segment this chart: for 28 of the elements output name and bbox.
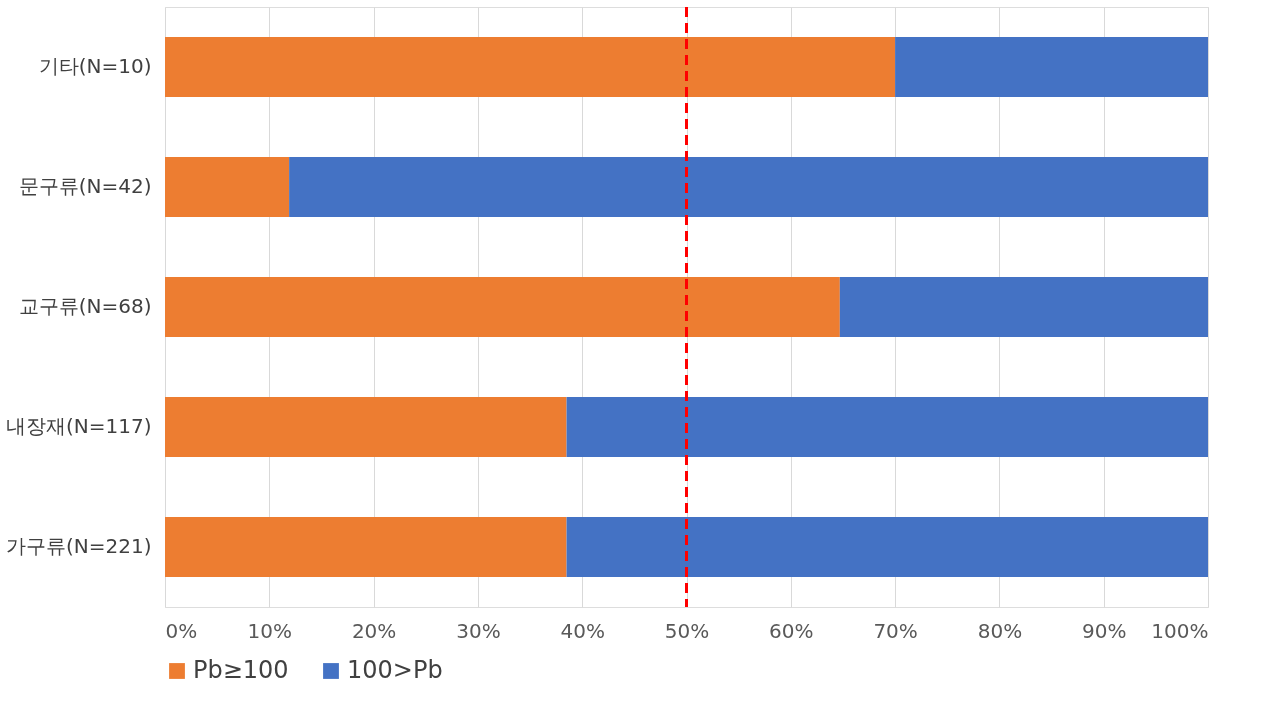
x-tick-label: 70% [873,618,918,643]
bar [566,517,1208,577]
bar [165,397,567,457]
x-tick-label: 20% [351,618,397,643]
y-tick-label: 교구류(N=68) [18,294,152,318]
x-tick-label: 0% [165,618,198,643]
bar [165,277,840,337]
x-tick-label: 60% [769,618,814,643]
legend-label: 100>Pb [347,656,443,684]
y-tick-label: 기타(N=10) [38,54,152,78]
y-tick-label: 문구류(N=42) [18,174,152,198]
bar [165,517,567,577]
x-tick-label: 90% [1081,618,1127,643]
bar [165,157,290,217]
y-tick-label: 내장재(N=117) [6,414,152,438]
bar [895,37,1208,97]
y-tick-label: 가구류(N=221) [6,534,152,558]
x-tick-label: 40% [560,618,605,643]
x-tick-label: 30% [456,618,501,643]
bar [289,157,1208,217]
legend-label: Pb≥100 [193,656,289,684]
x-tick-label: 100% [1151,618,1209,643]
bar [839,277,1208,337]
bar [566,397,1208,457]
bar [165,37,896,97]
x-tick-label: 50% [664,618,710,643]
x-tick-label: 10% [247,618,293,643]
x-tick-label: 80% [977,618,1023,643]
